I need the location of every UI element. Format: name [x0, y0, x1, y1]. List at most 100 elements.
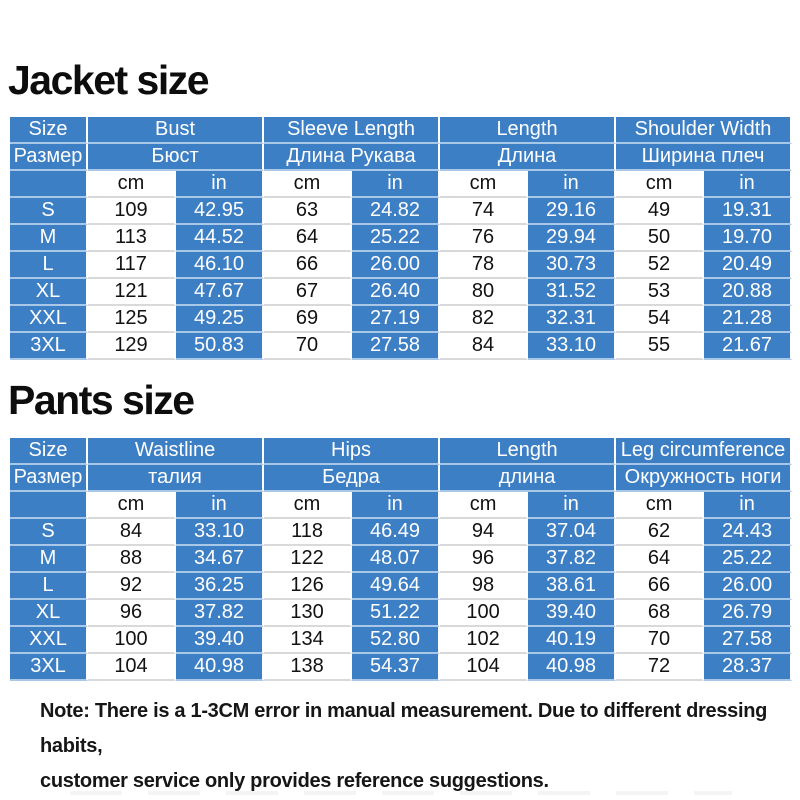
table-row: S 109 42.95 63 24.82 74 29.16 49 19.31 [10, 198, 793, 225]
unit-in-cell: in [704, 492, 793, 519]
size-cell: M [10, 546, 88, 573]
value-cell: 126 [264, 573, 353, 600]
group-header-cell: Бюст [88, 144, 264, 171]
group-header-cell: талия [88, 465, 265, 492]
value-cell: 38.61 [528, 573, 617, 600]
group-header-cell: Hips [264, 438, 441, 465]
value-cell: 44.52 [176, 225, 264, 252]
table-row: 3XL 104 40.98 138 54.37 104 40.98 72 28.37 [10, 654, 793, 681]
value-cell: 51.22 [352, 600, 441, 627]
note-line-1: Note: There is a 1-3CM error in manual m… [40, 700, 768, 757]
unit-in-cell: in [176, 492, 265, 519]
value-cell: 54 [616, 306, 705, 333]
value-cell: 78 [440, 252, 529, 279]
value-cell: 82 [440, 306, 529, 333]
value-cell: 31.52 [528, 279, 617, 306]
value-cell: 28.37 [704, 654, 793, 681]
value-cell: 39.40 [176, 627, 265, 654]
value-cell: 55 [616, 333, 705, 360]
value-cell: 34.67 [176, 546, 265, 573]
table-row: M 88 34.67 122 48.07 96 37.82 64 25.22 [10, 546, 793, 573]
value-cell: 21.67 [704, 333, 793, 360]
value-cell: 30.73 [528, 252, 617, 279]
group-header-cell: Длина [440, 144, 617, 171]
value-cell: 64 [264, 225, 352, 252]
value-cell: 72 [616, 654, 705, 681]
group-header-cell: Sleeve Length [264, 117, 441, 144]
unit-row-spacer [10, 492, 88, 519]
value-cell: 117 [88, 252, 176, 279]
value-cell: 66 [616, 573, 705, 600]
value-cell: 70 [616, 627, 705, 654]
value-cell: 80 [440, 279, 529, 306]
unit-row-spacer [10, 171, 88, 198]
jacket-size-table: Size Bust Sleeve Length Length Shoulder Widt… [10, 117, 793, 360]
size-cell: M [10, 225, 88, 252]
value-cell: 100 [440, 600, 529, 627]
unit-cm-cell: cm [616, 171, 705, 198]
value-cell: 20.49 [704, 252, 793, 279]
unit-in-cell: in [528, 492, 617, 519]
value-cell: 125 [88, 306, 176, 333]
unit-cm-cell: cm [440, 492, 529, 519]
table-row: L 92 36.25 126 49.64 98 38.61 66 26.00 [10, 573, 793, 600]
value-cell: 25.22 [352, 225, 441, 252]
value-cell: 47.67 [176, 279, 264, 306]
value-cell: 121 [88, 279, 176, 306]
value-cell: 52.80 [352, 627, 441, 654]
unit-in-cell: in [704, 171, 793, 198]
value-cell: 46.49 [352, 519, 441, 546]
unit-in-cell: in [176, 171, 264, 198]
value-cell: 36.25 [176, 573, 265, 600]
table-row: XXL 100 39.40 134 52.80 102 40.19 70 27.58 [10, 627, 793, 654]
value-cell: 69 [264, 306, 352, 333]
size-cell: 3XL [10, 654, 88, 681]
note-line-2: customer service only provides reference… [40, 770, 549, 792]
group-header-cell: Bust [88, 117, 264, 144]
value-cell: 27.58 [704, 627, 793, 654]
value-cell: 130 [264, 600, 353, 627]
size-cell: XXL [10, 627, 88, 654]
value-cell: 68 [616, 600, 705, 627]
value-cell: 32.31 [528, 306, 617, 333]
group-header-cell: Shoulder Width [616, 117, 793, 144]
value-cell: 26.79 [704, 600, 793, 627]
value-cell: 37.82 [528, 546, 617, 573]
table-row: 3XL 129 50.83 70 27.58 84 33.10 55 21.67 [10, 333, 793, 360]
value-cell: 42.95 [176, 198, 264, 225]
size-cell: S [10, 198, 88, 225]
value-cell: 50.83 [176, 333, 264, 360]
value-cell: 53 [616, 279, 705, 306]
value-cell: 19.31 [704, 198, 793, 225]
value-cell: 49.64 [352, 573, 441, 600]
value-cell: 70 [264, 333, 352, 360]
value-cell: 21.28 [704, 306, 793, 333]
value-cell: 134 [264, 627, 353, 654]
unit-in-cell: in [352, 171, 441, 198]
value-cell: 122 [264, 546, 353, 573]
value-cell: 88 [88, 546, 176, 573]
value-cell: 49 [616, 198, 705, 225]
value-cell: 96 [88, 600, 176, 627]
size-cell: L [10, 252, 88, 279]
value-cell: 49.25 [176, 306, 264, 333]
value-cell: 46.10 [176, 252, 264, 279]
unit-in-cell: in [352, 492, 441, 519]
group-header-cell: длина [440, 465, 617, 492]
measurement-note: Note: There is a 1-3CM error in manual m… [40, 694, 780, 799]
value-cell: 84 [88, 519, 176, 546]
group-header-cell: Waistline [88, 438, 265, 465]
pants-size-title: Pants size [8, 377, 195, 423]
table-row: XXL 125 49.25 69 27.19 82 32.31 54 21.28 [10, 306, 793, 333]
value-cell: 33.10 [176, 519, 265, 546]
size-cell: 3XL [10, 333, 88, 360]
table-row: XL 96 37.82 130 51.22 100 39.40 68 26.79 [10, 600, 793, 627]
value-cell: 25.22 [704, 546, 793, 573]
value-cell: 40.19 [528, 627, 617, 654]
value-cell: 24.82 [352, 198, 441, 225]
value-cell: 26.40 [352, 279, 441, 306]
size-header-cell: Размер [10, 144, 88, 171]
size-cell: XL [10, 279, 88, 306]
value-cell: 20.88 [704, 279, 793, 306]
value-cell: 66 [264, 252, 352, 279]
